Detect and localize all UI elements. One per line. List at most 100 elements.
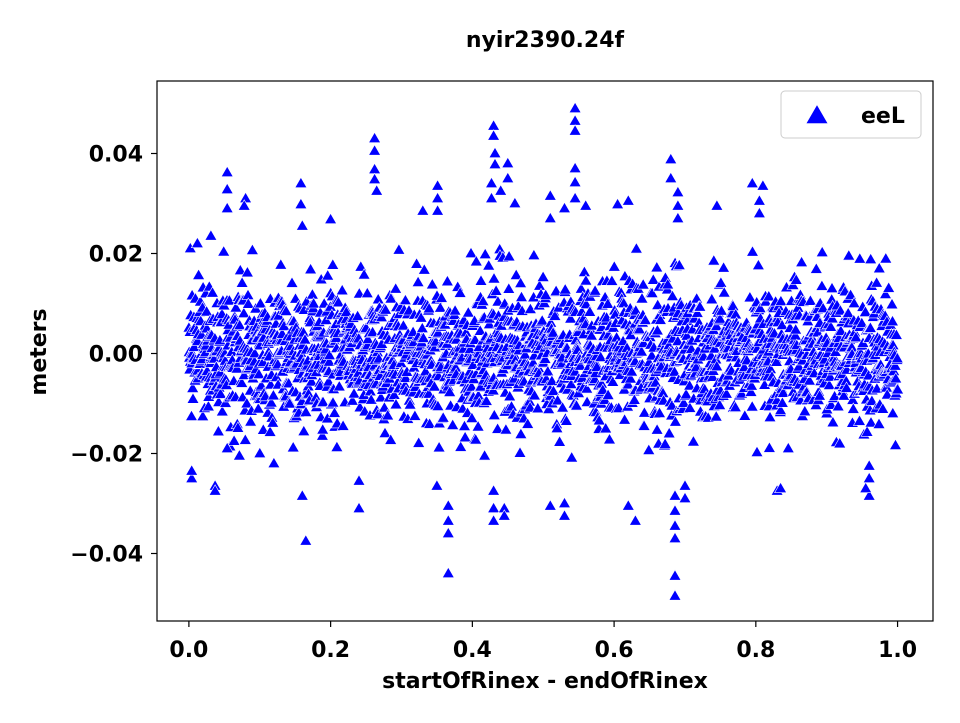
data-point-outlier (752, 194, 766, 206)
data-point (482, 317, 496, 329)
data-point (408, 409, 422, 421)
data-point (607, 260, 621, 272)
data-point (629, 242, 643, 254)
data-point-outlier (441, 566, 455, 578)
x-tick-label: 0.8 (736, 638, 775, 663)
data-point (320, 412, 334, 424)
data-point (472, 340, 486, 352)
y-axis-ticks: −0.04 −0.02 0.00 0.02 0.04 (70, 143, 157, 568)
data-point (637, 419, 651, 431)
data-point-outlier (294, 176, 308, 188)
data-point-outlier (671, 185, 685, 197)
y-tick-label: −0.04 (70, 543, 143, 568)
data-point-outlier (431, 179, 445, 191)
data-point (580, 382, 594, 394)
data-point (642, 443, 656, 455)
data-point (605, 274, 619, 286)
data-point (762, 441, 776, 453)
data-point (539, 288, 553, 300)
data-point (509, 268, 523, 280)
data-point (879, 251, 893, 264)
data-point (646, 273, 660, 285)
data-point-outlier (668, 531, 682, 543)
data-point (564, 377, 578, 389)
data-point (601, 388, 615, 400)
data-point (564, 311, 578, 324)
data-point-outlier (621, 194, 635, 206)
data-point (374, 310, 389, 322)
data-point (468, 333, 482, 345)
data-point (218, 396, 233, 408)
data-point (816, 301, 830, 313)
data-point (513, 446, 527, 458)
data-point (885, 314, 900, 327)
data-point-outlier (668, 489, 682, 501)
x-tick-label: 0.0 (169, 638, 208, 663)
data-point-outlier (862, 459, 876, 471)
data-point (580, 395, 594, 407)
data-point (690, 306, 704, 318)
data-point (327, 406, 342, 418)
data-point (717, 286, 731, 298)
data-point-outlier (487, 501, 501, 513)
data-point (713, 398, 727, 410)
data-point-outlier (220, 182, 234, 194)
data-point-outlier (220, 165, 234, 177)
data-point (709, 319, 724, 331)
data-point (186, 381, 200, 393)
data-point-outlier (501, 156, 515, 168)
data-point (230, 361, 244, 374)
data-point (667, 365, 682, 377)
data-point (229, 301, 243, 313)
legend: eeL (780, 90, 922, 139)
data-point (822, 378, 836, 390)
data-point-outlier (352, 474, 366, 486)
data-point (503, 389, 517, 402)
data-point (487, 408, 501, 420)
data-point (637, 406, 651, 418)
data-point (464, 246, 478, 258)
data-point (601, 297, 615, 309)
data-point (706, 370, 720, 382)
data-point (217, 245, 231, 257)
data-point (594, 350, 608, 362)
data-point (636, 278, 650, 290)
data-point (789, 323, 803, 335)
data-point (502, 282, 516, 294)
data-point (237, 306, 251, 318)
data-point-outlier (568, 175, 582, 187)
data-point (621, 377, 635, 390)
data-point (399, 371, 413, 383)
data-point (326, 258, 340, 270)
data-point-outlier (416, 204, 430, 216)
data-point (322, 374, 336, 387)
data-point (457, 419, 472, 431)
data-point (266, 416, 280, 428)
data-point (414, 311, 428, 323)
data-point-outlier (579, 199, 593, 211)
data-point (431, 399, 445, 411)
data-point (789, 273, 803, 285)
data-point (360, 286, 374, 298)
data-point (745, 245, 760, 257)
data-point (256, 423, 270, 435)
data-point-outlier (488, 157, 502, 169)
data-point (374, 391, 388, 403)
data-point (623, 371, 638, 384)
data-point (600, 310, 614, 323)
data-point (274, 258, 288, 270)
data-point-outlier (543, 189, 557, 201)
data-point (795, 255, 809, 267)
data-point (693, 300, 707, 312)
data-point (888, 438, 903, 450)
data-point (305, 287, 319, 300)
data-point (596, 383, 610, 395)
data-point (668, 415, 682, 427)
data-point-outlier (267, 456, 281, 468)
data-point (425, 277, 439, 290)
x-axis-title: startOfRinex - endOfRinex (382, 669, 708, 694)
data-point-outlier (494, 184, 508, 196)
data-point (389, 282, 403, 294)
data-point (846, 402, 860, 414)
data-point (588, 284, 602, 296)
